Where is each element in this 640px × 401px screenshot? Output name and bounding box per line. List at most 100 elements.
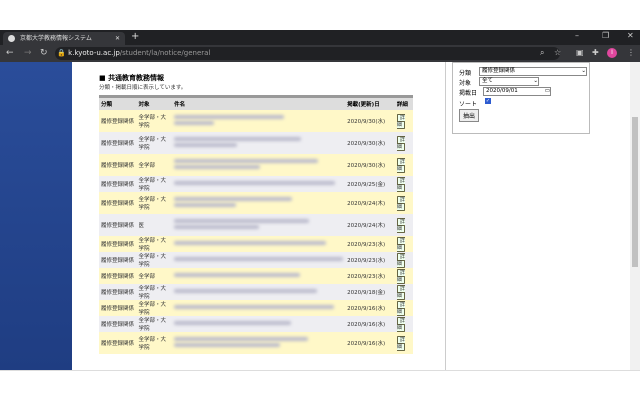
detail-button[interactable]: 詳細 xyxy=(396,237,405,252)
scrollbar[interactable] xyxy=(630,62,640,370)
subject-cell[interactable] xyxy=(172,268,346,284)
subject-cell[interactable] xyxy=(172,252,346,268)
date-cell: 2020/9/16(水) xyxy=(345,300,395,316)
column-header: 件名 xyxy=(172,96,346,110)
target-cell: 医 xyxy=(136,214,173,236)
zoom-icon[interactable]: ⌕ xyxy=(540,48,545,57)
table-row: 履修登録関係 全学部 2020/9/23(水) 詳細 xyxy=(99,268,413,284)
subject-cell[interactable] xyxy=(172,332,346,354)
page-subtitle: 分類・掲載日順に表示しています。 xyxy=(99,85,187,91)
extension-icon[interactable]: ▣ xyxy=(576,48,584,57)
subject-cell[interactable] xyxy=(172,300,346,316)
target-select[interactable]: 全て ⌄ xyxy=(479,77,539,86)
subject-cell[interactable] xyxy=(172,316,346,332)
subject-cell[interactable] xyxy=(172,192,346,214)
restore-button[interactable]: ❐ xyxy=(602,31,610,40)
calendar-icon[interactable]: ▭ xyxy=(544,88,550,94)
category-cell: 履修登録関係 xyxy=(99,300,137,316)
date-cell: 2020/9/18(金) xyxy=(345,284,395,300)
detail-button[interactable]: 詳細 xyxy=(396,285,405,300)
subject-cell[interactable] xyxy=(172,236,346,252)
date-cell: 2020/9/30(水) xyxy=(345,132,395,154)
subject-cell[interactable] xyxy=(172,132,346,154)
table-row: 履修登録関係 全学部・大学院 2020/9/24(木) 詳細 xyxy=(99,192,413,214)
new-tab-button[interactable]: + xyxy=(131,31,140,42)
subject-cell[interactable] xyxy=(172,284,346,300)
date-cell: 2020/9/23(水) xyxy=(345,252,395,268)
category-label: 分類 xyxy=(459,70,472,77)
subject-cell[interactable] xyxy=(172,214,346,236)
menu-icon[interactable]: ⋮ xyxy=(627,48,635,57)
date-value: 2020/09/01 xyxy=(486,88,518,94)
avatar[interactable]: I xyxy=(607,48,617,58)
column-header: 対象 xyxy=(136,96,173,110)
category-cell: 履修登録関係 xyxy=(99,332,137,354)
column-header: 掲載(更新)日 xyxy=(345,96,395,110)
url-path: /student/la/notice/general xyxy=(119,49,211,57)
tab-title: 京都大学教務情報システム xyxy=(20,35,92,42)
target-cell: 全学部・大学院 xyxy=(136,284,173,300)
sort-checkbox[interactable]: ✓ xyxy=(485,98,491,104)
browser-tab[interactable]: 京都大学教務情報システム ✕ xyxy=(3,32,125,45)
url-field[interactable]: 🔒 k.kyoto-u.ac.jp/student/la/notice/gene… xyxy=(55,47,560,60)
subject-cell[interactable] xyxy=(172,154,346,176)
category-cell: 履修登録関係 xyxy=(99,176,137,192)
column-header: 分類 xyxy=(99,96,137,110)
submit-button[interactable]: 抽出 xyxy=(459,109,480,122)
target-cell: 全学部・大学院 xyxy=(136,176,173,192)
sort-label: ソート xyxy=(459,101,478,108)
reload-icon[interactable]: ↻ xyxy=(40,48,48,58)
column-header: 詳細 xyxy=(394,96,413,110)
subject-cell[interactable] xyxy=(172,110,346,132)
category-cell: 履修登録関係 xyxy=(99,284,137,300)
category-select[interactable]: 履修登録関係 ⌄ xyxy=(479,67,587,76)
subject-cell[interactable] xyxy=(172,176,346,192)
detail-button[interactable]: 詳細 xyxy=(396,253,405,268)
category-cell: 履修登録関係 xyxy=(99,192,137,214)
target-cell: 全学部・大学院 xyxy=(136,332,173,354)
bookmark-star-icon[interactable]: ☆ xyxy=(554,48,562,57)
detail-button[interactable]: 詳細 xyxy=(396,114,405,129)
forward-icon[interactable]: → xyxy=(24,48,32,58)
detail-button[interactable]: 詳細 xyxy=(396,218,405,233)
target-cell: 全学部・大学院 xyxy=(136,110,173,132)
puzzle-icon[interactable]: ✚ xyxy=(592,48,599,57)
category-cell: 履修登録関係 xyxy=(99,214,137,236)
detail-button[interactable]: 詳細 xyxy=(396,196,405,211)
table-row: 履修登録関係 全学部・大学院 2020/9/16(水) 詳細 xyxy=(99,316,413,332)
detail-button[interactable]: 詳細 xyxy=(396,336,405,351)
close-tab-icon[interactable]: ✕ xyxy=(114,35,120,42)
globe-icon xyxy=(8,35,15,42)
date-cell: 2020/9/30(水) xyxy=(345,110,395,132)
date-input[interactable]: 2020/09/01 ▭ xyxy=(483,87,551,96)
date-cell: 2020/9/24(木) xyxy=(345,214,395,236)
category-cell: 履修登録関係 xyxy=(99,236,137,252)
target-cell: 全学部 xyxy=(136,268,173,284)
detail-button[interactable]: 詳細 xyxy=(396,269,405,284)
detail-button[interactable]: 詳細 xyxy=(396,158,405,173)
target-cell: 全学部・大学院 xyxy=(136,316,173,332)
table-row: 履修登録関係 医 2020/9/24(木) 詳細 xyxy=(99,214,413,236)
date-cell: 2020/9/23(水) xyxy=(345,268,395,284)
table-row: 履修登録関係 全学部・大学院 2020/9/16(水) 詳細 xyxy=(99,332,413,354)
back-icon[interactable]: ← xyxy=(6,48,14,58)
minimize-button[interactable]: – xyxy=(575,31,579,40)
category-cell: 履修登録関係 xyxy=(99,154,137,176)
detail-button[interactable]: 詳細 xyxy=(396,301,405,316)
target-cell: 全学部・大学院 xyxy=(136,252,173,268)
scrollbar-thumb[interactable] xyxy=(632,117,638,267)
detail-button[interactable]: 詳細 xyxy=(396,317,405,332)
date-cell: 2020/9/25(金) xyxy=(345,176,395,192)
category-value: 履修登録関係 xyxy=(482,68,516,74)
close-window-button[interactable]: ✕ xyxy=(627,31,634,40)
target-cell: 全学部・大学院 xyxy=(136,300,173,316)
target-cell: 全学部・大学院 xyxy=(136,192,173,214)
table-row: 履修登録関係 全学部・大学院 2020/9/16(水) 詳細 xyxy=(99,300,413,316)
lock-icon: 🔒 xyxy=(55,49,69,57)
detail-button[interactable]: 詳細 xyxy=(396,136,405,151)
target-value: 全て xyxy=(482,78,494,84)
table-row: 履修登録関係 全学部・大学院 2020/9/18(金) 詳細 xyxy=(99,284,413,300)
main-content: ■ 共通教育教務情報 分類・掲載日順に表示しています。 分類 対象 件名 掲載(更新)… xyxy=(72,62,446,370)
page-bottom xyxy=(0,370,640,401)
detail-button[interactable]: 詳細 xyxy=(396,177,405,192)
